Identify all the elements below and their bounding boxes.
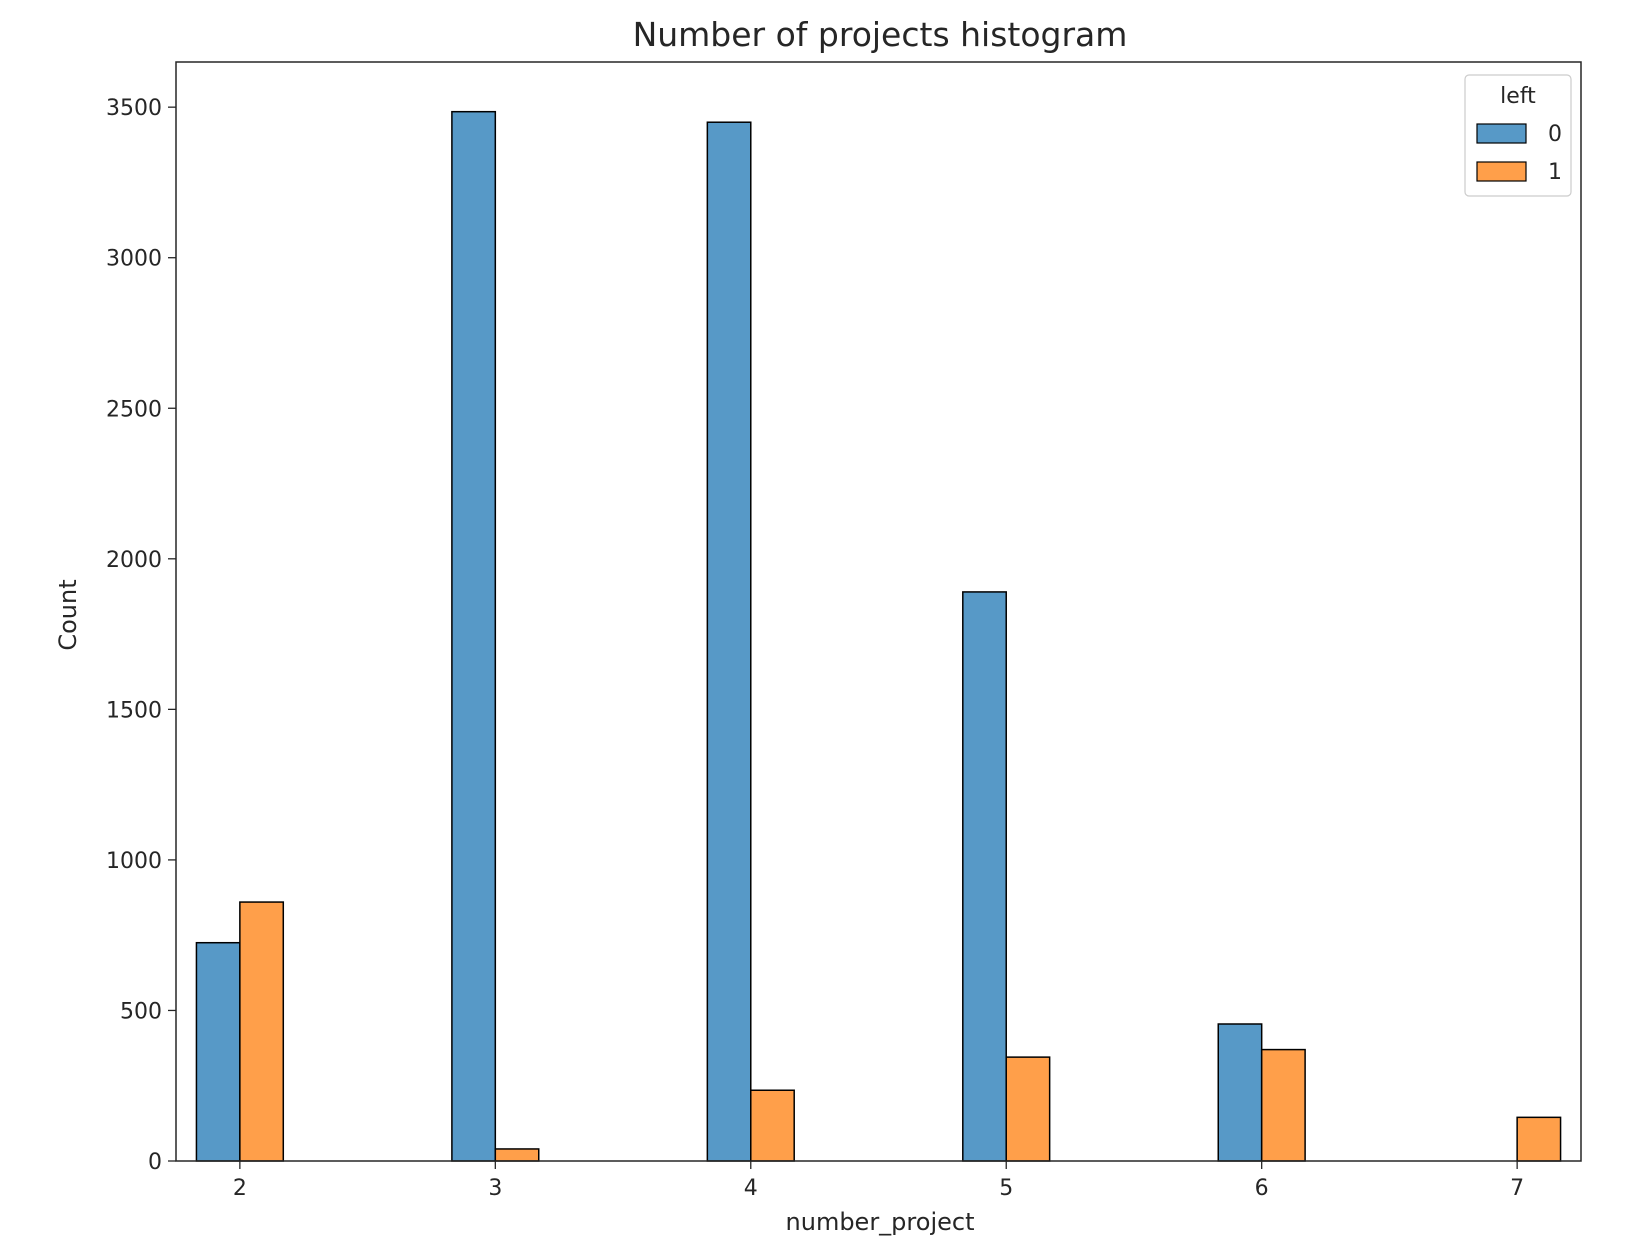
bar-left-0-projects-3	[451, 110, 497, 1162]
bar-left-0-projects-2	[195, 941, 241, 1162]
x-tick-label-4: 4	[744, 1176, 758, 1201]
x-tick-label-6: 6	[1255, 1176, 1269, 1201]
y-tick-label-3000: 3000	[106, 247, 162, 272]
legend-title: left	[1500, 84, 1536, 109]
x-axis-ticks: 2 3 4 5 6 7	[233, 1161, 1524, 1201]
y-tick-label-0: 0	[148, 1150, 162, 1175]
bar-left-1-projects-4	[750, 1089, 795, 1162]
bar-left-0-projects-5	[962, 591, 1007, 1162]
y-tick-label-1000: 1000	[106, 849, 162, 874]
bar-left-1-projects-7	[1516, 1116, 1562, 1162]
legend: left 0 1	[1464, 74, 1572, 197]
bar-left-0-projects-6	[1217, 1023, 1263, 1162]
x-axis-label: number_project	[786, 1208, 975, 1236]
chart-title: Number of projects histogram	[633, 15, 1128, 54]
legend-label-0: 0	[1548, 122, 1562, 147]
legend-swatch-0	[1476, 123, 1527, 144]
bar-left-1-projects-6	[1260, 1048, 1306, 1162]
x-tick-label-7: 7	[1510, 1176, 1524, 1201]
bar-left-1-projects-2	[239, 901, 285, 1162]
x-tick-label-2: 2	[233, 1176, 247, 1201]
y-tick-label-2500: 2500	[106, 397, 162, 422]
y-axis-ticks: 0 500 1000 1500 2000 2500 3000 3500	[106, 96, 176, 1175]
legend-label-1: 1	[1548, 160, 1562, 185]
bar-left-1-projects-5	[1005, 1056, 1051, 1162]
y-tick-label-1500: 1500	[106, 698, 162, 723]
y-tick-label-2000: 2000	[106, 548, 162, 573]
y-axis-label: Count	[54, 579, 82, 650]
bars-layer	[195, 110, 1562, 1162]
legend-swatch-1	[1476, 161, 1527, 182]
bar-left-0-projects-4	[706, 121, 752, 1162]
plot-area-frame	[175, 61, 1582, 1162]
x-tick-label-3: 3	[488, 1176, 502, 1201]
bar-left-1-projects-3	[494, 1148, 540, 1162]
y-tick-label-500: 500	[120, 999, 162, 1024]
y-tick-label-3500: 3500	[106, 96, 162, 121]
x-tick-label-5: 5	[999, 1176, 1013, 1201]
